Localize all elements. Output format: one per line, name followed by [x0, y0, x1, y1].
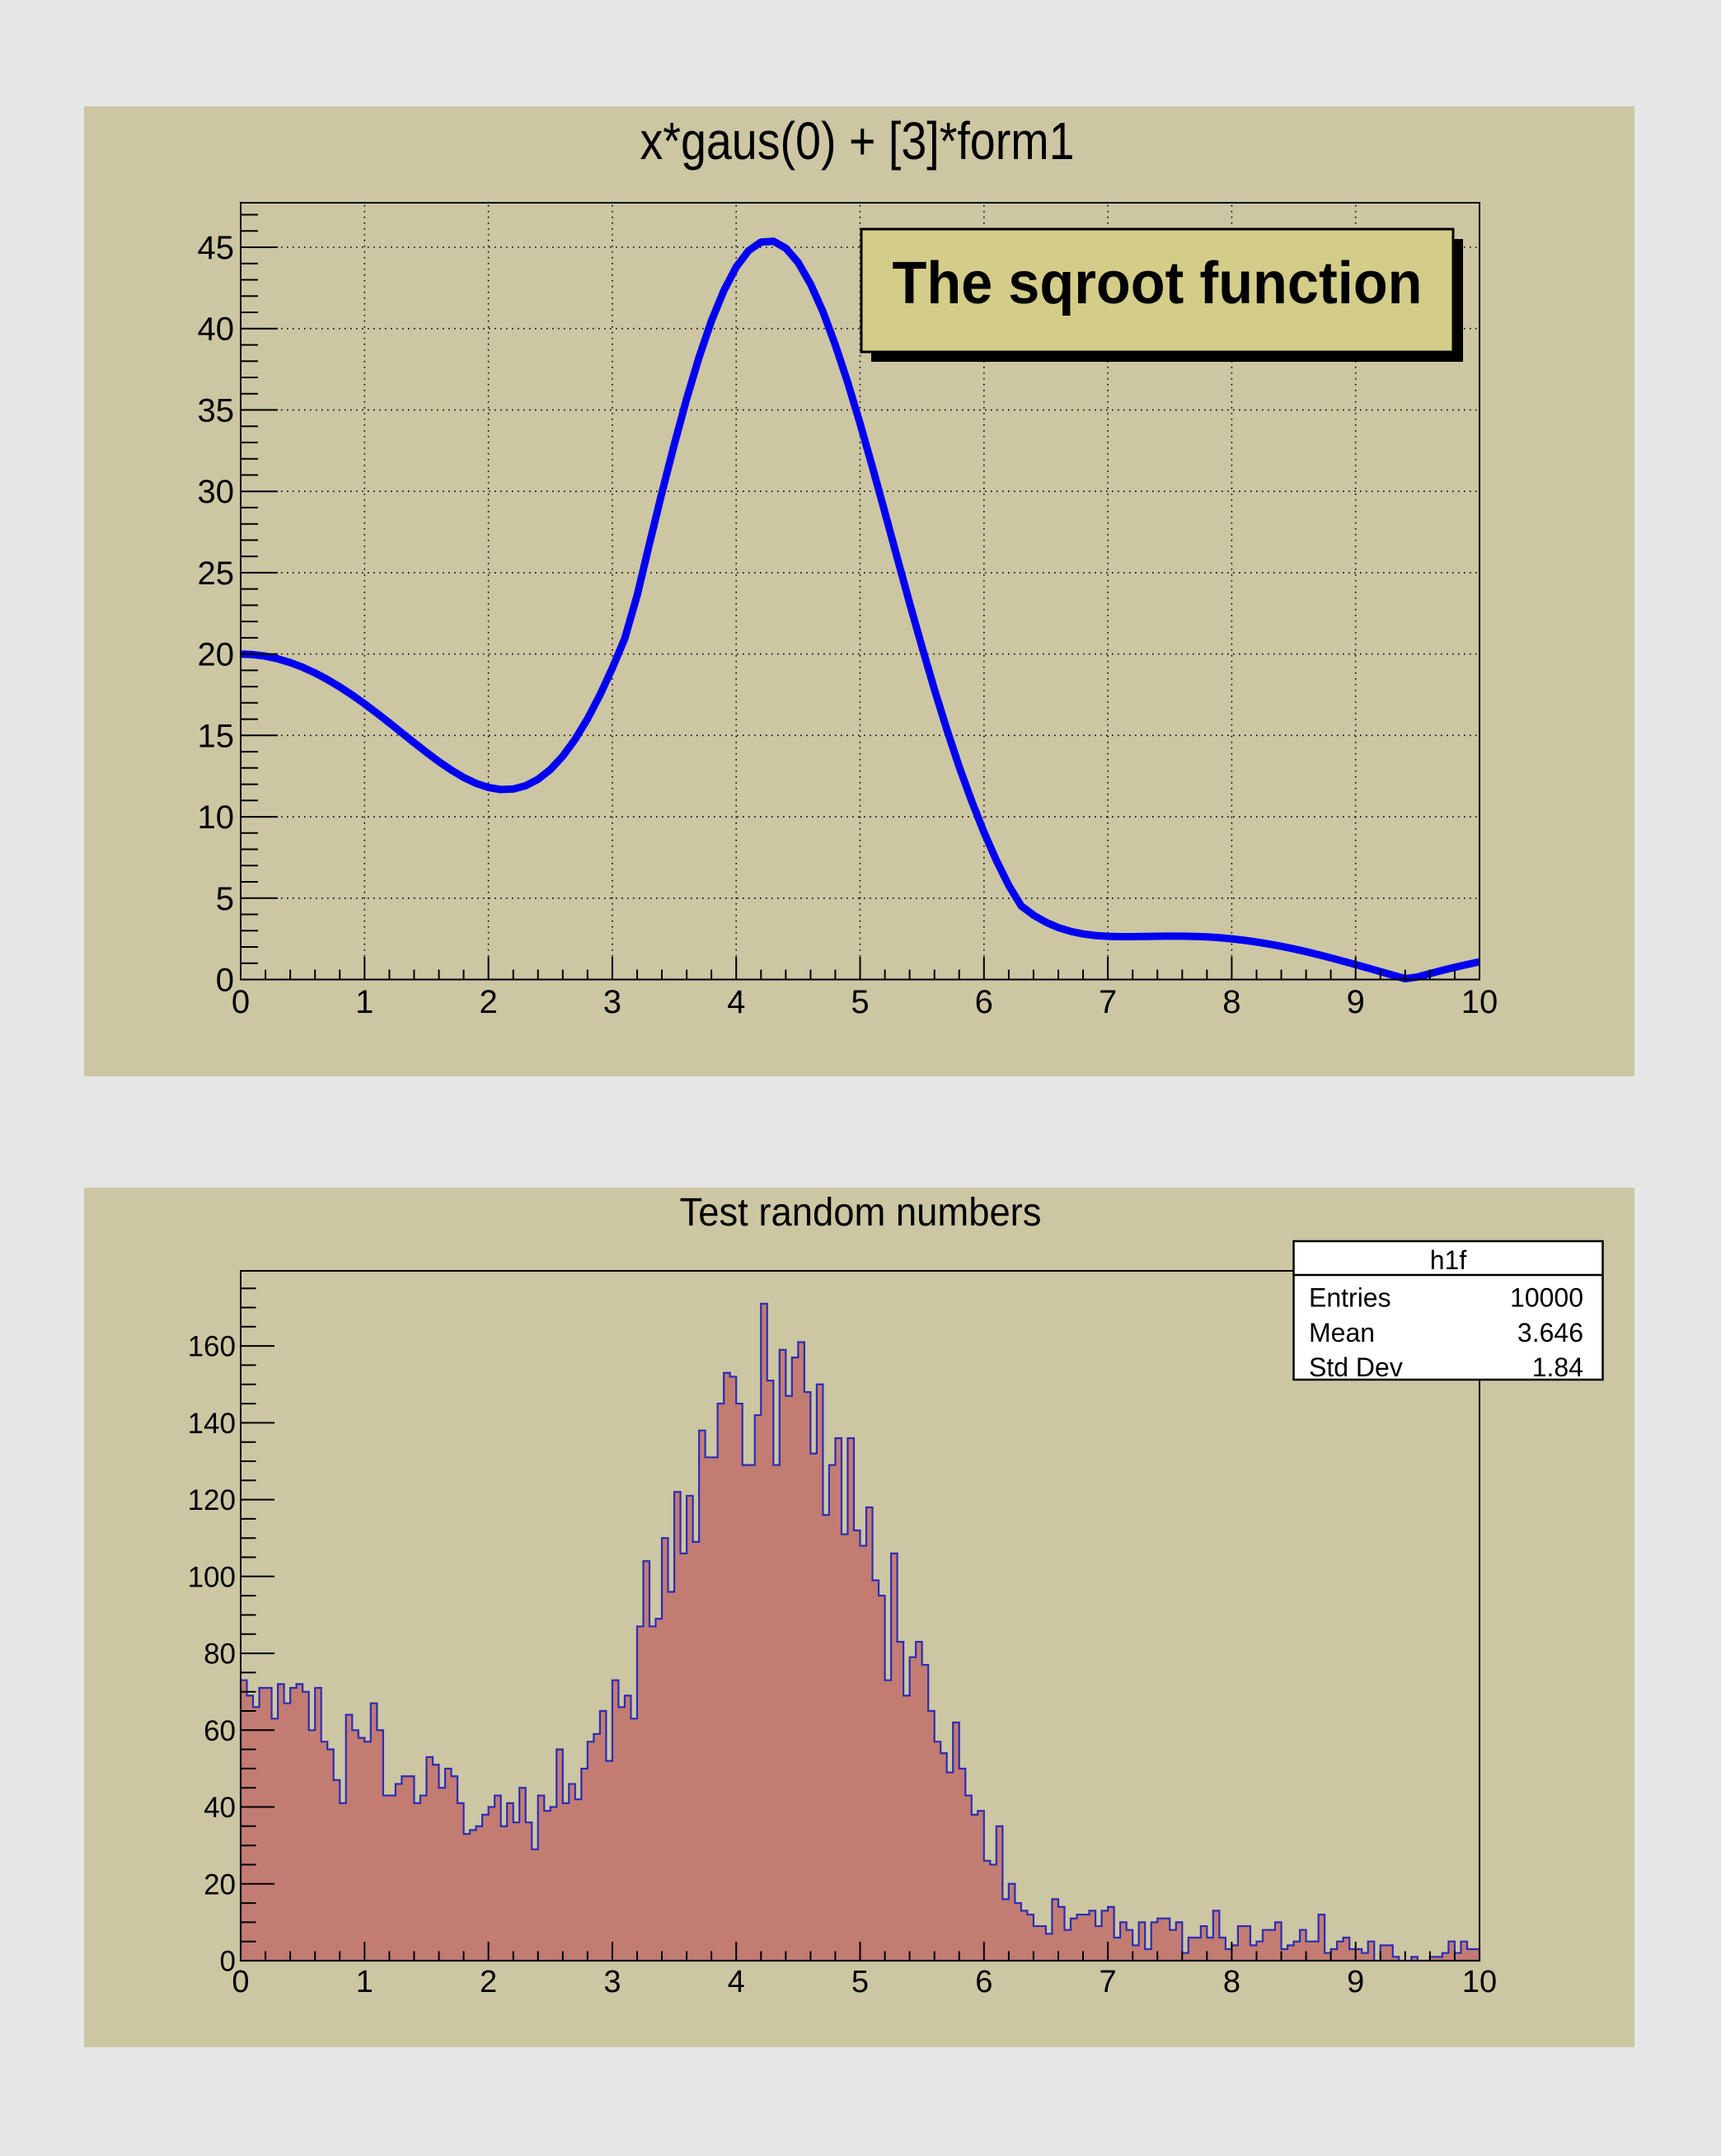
svg-text:6: 6 — [975, 1965, 992, 1999]
svg-text:30: 30 — [198, 474, 235, 510]
svg-text:20: 20 — [198, 637, 235, 673]
svg-text:8: 8 — [1223, 1965, 1240, 1999]
svg-text:4: 4 — [727, 984, 745, 1020]
svg-text:80: 80 — [204, 1638, 236, 1671]
svg-text:5: 5 — [851, 1965, 869, 1999]
svg-text:2: 2 — [480, 1965, 497, 1999]
svg-text:3: 3 — [603, 984, 621, 1020]
svg-text:0: 0 — [232, 984, 250, 1020]
svg-text:3: 3 — [603, 1965, 621, 1999]
svg-text:Entries: Entries — [1309, 1283, 1391, 1313]
svg-text:20: 20 — [204, 1868, 236, 1901]
svg-text:The sqroot function: The sqroot function — [893, 251, 1423, 316]
svg-text:6: 6 — [975, 984, 993, 1020]
svg-text:0: 0 — [216, 963, 234, 999]
svg-text:1: 1 — [355, 984, 373, 1020]
svg-text:10: 10 — [1462, 1965, 1497, 1999]
svg-text:100: 100 — [188, 1561, 236, 1593]
svg-text:160: 160 — [188, 1331, 236, 1363]
svg-text:35: 35 — [198, 392, 235, 429]
svg-text:40: 40 — [204, 1792, 236, 1824]
svg-text:10: 10 — [198, 799, 235, 836]
svg-text:9: 9 — [1347, 1965, 1364, 1999]
svg-text:1: 1 — [356, 1965, 373, 1999]
svg-text:120: 120 — [188, 1484, 236, 1516]
svg-text:10: 10 — [1461, 984, 1498, 1020]
svg-text:0: 0 — [220, 1946, 236, 1978]
svg-text:2: 2 — [479, 984, 497, 1020]
svg-text:x*gaus(0) + [3]*form1: x*gaus(0) + [3]*form1 — [640, 111, 1075, 171]
svg-text:5: 5 — [851, 984, 869, 1020]
svg-text:Mean: Mean — [1309, 1318, 1375, 1348]
svg-text:Std Dev: Std Dev — [1309, 1352, 1403, 1382]
svg-text:7: 7 — [1100, 1965, 1117, 1999]
svg-text:1.84: 1.84 — [1532, 1352, 1583, 1382]
svg-text:8: 8 — [1222, 984, 1240, 1020]
svg-text:60: 60 — [204, 1715, 236, 1747]
svg-text:7: 7 — [1099, 984, 1117, 1020]
svg-text:4: 4 — [728, 1965, 745, 1999]
svg-text:40: 40 — [198, 312, 235, 348]
svg-text:h1f: h1f — [1430, 1245, 1467, 1275]
svg-text:5: 5 — [216, 881, 234, 917]
svg-text:140: 140 — [188, 1408, 236, 1440]
svg-text:15: 15 — [198, 718, 235, 754]
svg-text:10000: 10000 — [1510, 1283, 1583, 1313]
svg-text:3.646: 3.646 — [1517, 1318, 1583, 1348]
svg-text:25: 25 — [198, 555, 235, 592]
svg-text:Test random numbers: Test random numbers — [680, 1191, 1042, 1235]
svg-text:45: 45 — [198, 230, 235, 266]
svg-text:0: 0 — [232, 1965, 249, 1999]
svg-text:9: 9 — [1347, 984, 1365, 1020]
